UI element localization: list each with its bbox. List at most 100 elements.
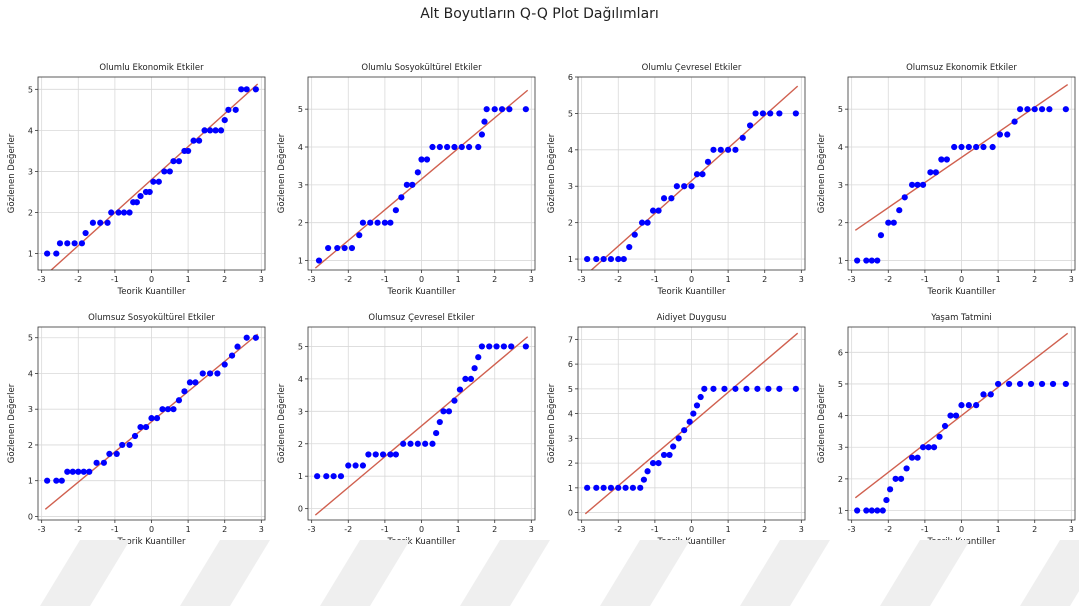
data-point: [392, 451, 399, 458]
data-point: [887, 486, 894, 493]
data-point: [879, 507, 886, 514]
data-point: [126, 441, 133, 449]
reference-line: [590, 85, 799, 270]
y-tick-label: 1: [838, 507, 843, 516]
y-tick-label: 0: [298, 505, 303, 514]
x-tick-label: 0: [689, 275, 694, 284]
data-point: [670, 443, 677, 450]
data-point: [225, 106, 232, 113]
data-point: [965, 402, 972, 409]
data-point: [1027, 380, 1035, 388]
data-point: [314, 473, 321, 480]
x-tick-label: 2: [222, 525, 227, 534]
data-point: [115, 209, 122, 216]
data-point: [874, 507, 881, 514]
y-tick-label: 6: [568, 73, 573, 82]
chart-title: Olumsuz Ekonomik Etkiler: [906, 63, 1017, 73]
data-point: [334, 244, 341, 252]
x-tick-label: 0: [959, 525, 964, 534]
data-point: [243, 86, 250, 93]
data-point: [938, 156, 945, 163]
data-point: [80, 468, 87, 475]
data-point: [106, 450, 113, 457]
data-point: [919, 181, 927, 188]
data-point: [739, 134, 746, 141]
data-point: [721, 385, 728, 392]
data-point: [697, 393, 704, 401]
data-point: [941, 422, 949, 430]
data-point: [214, 370, 221, 377]
qq-plot-5: Olumsuz Sosyokültürel Etkiler -3 -2 -1 0 1 2 3 0…: [7, 313, 266, 547]
data-point: [483, 106, 490, 113]
x-axis-label: Teorik Kuantiller: [657, 287, 726, 297]
data-point: [792, 385, 799, 392]
data-point: [989, 143, 996, 151]
data-point: [620, 255, 627, 263]
x-tick-label: -2: [614, 275, 622, 284]
data-point: [436, 418, 443, 426]
x-tick-label: 1: [186, 525, 191, 534]
data-point: [387, 451, 394, 458]
data-point: [500, 343, 507, 350]
x-tick-label: 0: [689, 525, 694, 534]
data-point: [93, 459, 100, 466]
data-point: [1062, 380, 1069, 388]
data-point: [877, 232, 885, 239]
data-point: [615, 255, 622, 263]
qq-panel-2: Olumlu Sosyokültürel Etkiler -3 -2 -1 0 1 2 3 1 2…: [270, 55, 540, 340]
y-tick-label: 3: [568, 182, 573, 191]
x-tick-label: -2: [344, 275, 352, 284]
x-tick-label: 0: [959, 275, 964, 284]
data-point: [228, 352, 236, 359]
data-point: [584, 255, 591, 263]
data-point: [148, 415, 155, 422]
data-point: [359, 462, 367, 469]
y-tick-label: 2: [568, 219, 573, 228]
data-point: [345, 462, 352, 469]
y-tick-label: 0: [28, 512, 33, 521]
x-tick-label: 0: [419, 275, 424, 284]
data-point: [323, 473, 330, 480]
data-point: [732, 385, 739, 392]
data-point: [522, 343, 529, 350]
qq-plot-7: Aidiyet Duygusu -3 -2 -1 0 1 2 3 0 1 2 3 4 5 6 7 Teorik …: [547, 313, 806, 547]
data-point: [175, 397, 183, 404]
y-tick-label: 1: [568, 255, 573, 264]
data-point: [398, 194, 405, 201]
data-point: [914, 454, 921, 461]
data-point: [170, 406, 177, 413]
data-point: [854, 507, 861, 514]
x-tick-label: -1: [111, 275, 119, 284]
data-point: [372, 451, 379, 458]
data-point: [746, 122, 754, 129]
y-axis-label: Gözlenen Değerler: [277, 383, 287, 463]
data-point: [491, 106, 498, 113]
data-point: [914, 181, 921, 188]
data-point: [113, 450, 120, 457]
data-point: [161, 168, 168, 175]
data-point: [626, 243, 633, 251]
data-point: [701, 385, 708, 392]
data-point: [451, 143, 458, 151]
data-point: [607, 255, 615, 263]
data-point: [868, 257, 875, 264]
chart-title: Yaşam Tatmini: [930, 313, 992, 323]
data-point: [952, 412, 960, 419]
data-point: [53, 477, 60, 484]
data-point: [947, 412, 954, 419]
qq-plot-8: Yaşam Tatmini -3 -2 -1 0 1 2 3 1 2 3 4 5 6 Teorik Kuan…: [817, 313, 1076, 547]
data-point: [243, 334, 250, 341]
data-point: [337, 473, 345, 480]
data-point: [1016, 380, 1024, 388]
qq-panel-4: Olumsuz Ekonomik Etkiler -3 -2 -1 0 1 2 3 1 2 3 4 5 T…: [810, 55, 1079, 340]
data-point: [367, 219, 374, 226]
data-point: [593, 255, 600, 263]
data-point: [330, 473, 337, 480]
data-point: [456, 386, 464, 393]
data-point: [686, 418, 693, 425]
data-point: [699, 171, 706, 178]
y-tick-label: 4: [568, 146, 573, 155]
data-point: [126, 209, 133, 216]
data-point: [673, 183, 680, 190]
data-point: [444, 143, 451, 151]
